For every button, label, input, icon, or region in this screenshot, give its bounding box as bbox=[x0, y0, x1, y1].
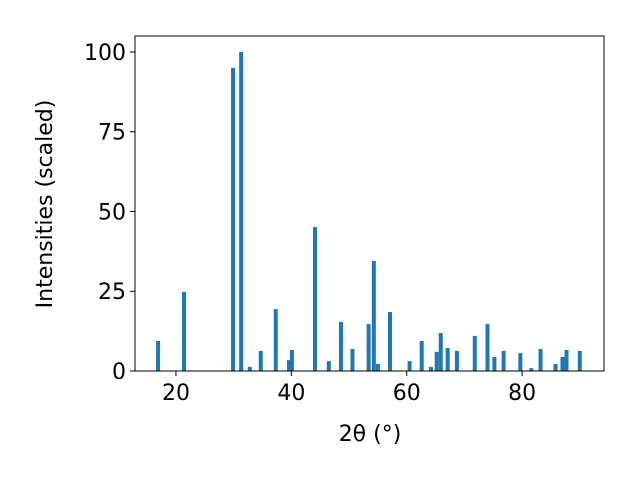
bar bbox=[492, 356, 497, 371]
x-tick-label: 20 bbox=[162, 381, 190, 406]
bar bbox=[375, 363, 380, 371]
bar bbox=[182, 291, 187, 371]
bar bbox=[407, 361, 412, 371]
y-tick-label: 100 bbox=[84, 41, 126, 66]
bar bbox=[312, 227, 317, 371]
bar bbox=[472, 335, 477, 371]
y-axis-label: Intensities (scaled) bbox=[33, 100, 58, 309]
bar bbox=[485, 324, 490, 371]
y-tick-label: 75 bbox=[98, 121, 126, 146]
bar bbox=[326, 361, 331, 371]
bar bbox=[438, 333, 443, 371]
bar bbox=[289, 349, 294, 371]
bar bbox=[501, 350, 506, 371]
x-tick-label: 80 bbox=[508, 381, 536, 406]
bar bbox=[518, 353, 523, 371]
bar bbox=[371, 260, 376, 371]
bar bbox=[247, 366, 252, 371]
bar bbox=[239, 51, 244, 371]
x-tick-label: 40 bbox=[277, 381, 305, 406]
bar bbox=[538, 348, 543, 371]
y-tick-label: 25 bbox=[98, 280, 126, 305]
bar bbox=[428, 366, 433, 371]
x-tick-label: 60 bbox=[393, 381, 421, 406]
bar bbox=[529, 368, 534, 371]
bar bbox=[564, 349, 569, 371]
bar bbox=[273, 309, 278, 371]
bar bbox=[577, 350, 582, 371]
bar bbox=[258, 350, 263, 371]
y-tick-label: 0 bbox=[112, 360, 126, 385]
bar bbox=[560, 356, 565, 371]
bar bbox=[434, 351, 439, 371]
bar bbox=[287, 360, 292, 371]
bar bbox=[445, 348, 450, 371]
x-axis-label: 2θ (°) bbox=[339, 422, 402, 447]
bar bbox=[419, 341, 424, 371]
plot-frame bbox=[134, 35, 605, 372]
bar bbox=[350, 348, 355, 371]
bar bbox=[553, 363, 558, 371]
bar bbox=[387, 311, 392, 371]
bar bbox=[231, 67, 236, 372]
y-tick-label: 50 bbox=[98, 200, 126, 225]
bar bbox=[454, 350, 459, 371]
bar bbox=[156, 341, 161, 371]
bar bbox=[338, 321, 343, 371]
bar bbox=[366, 324, 371, 371]
